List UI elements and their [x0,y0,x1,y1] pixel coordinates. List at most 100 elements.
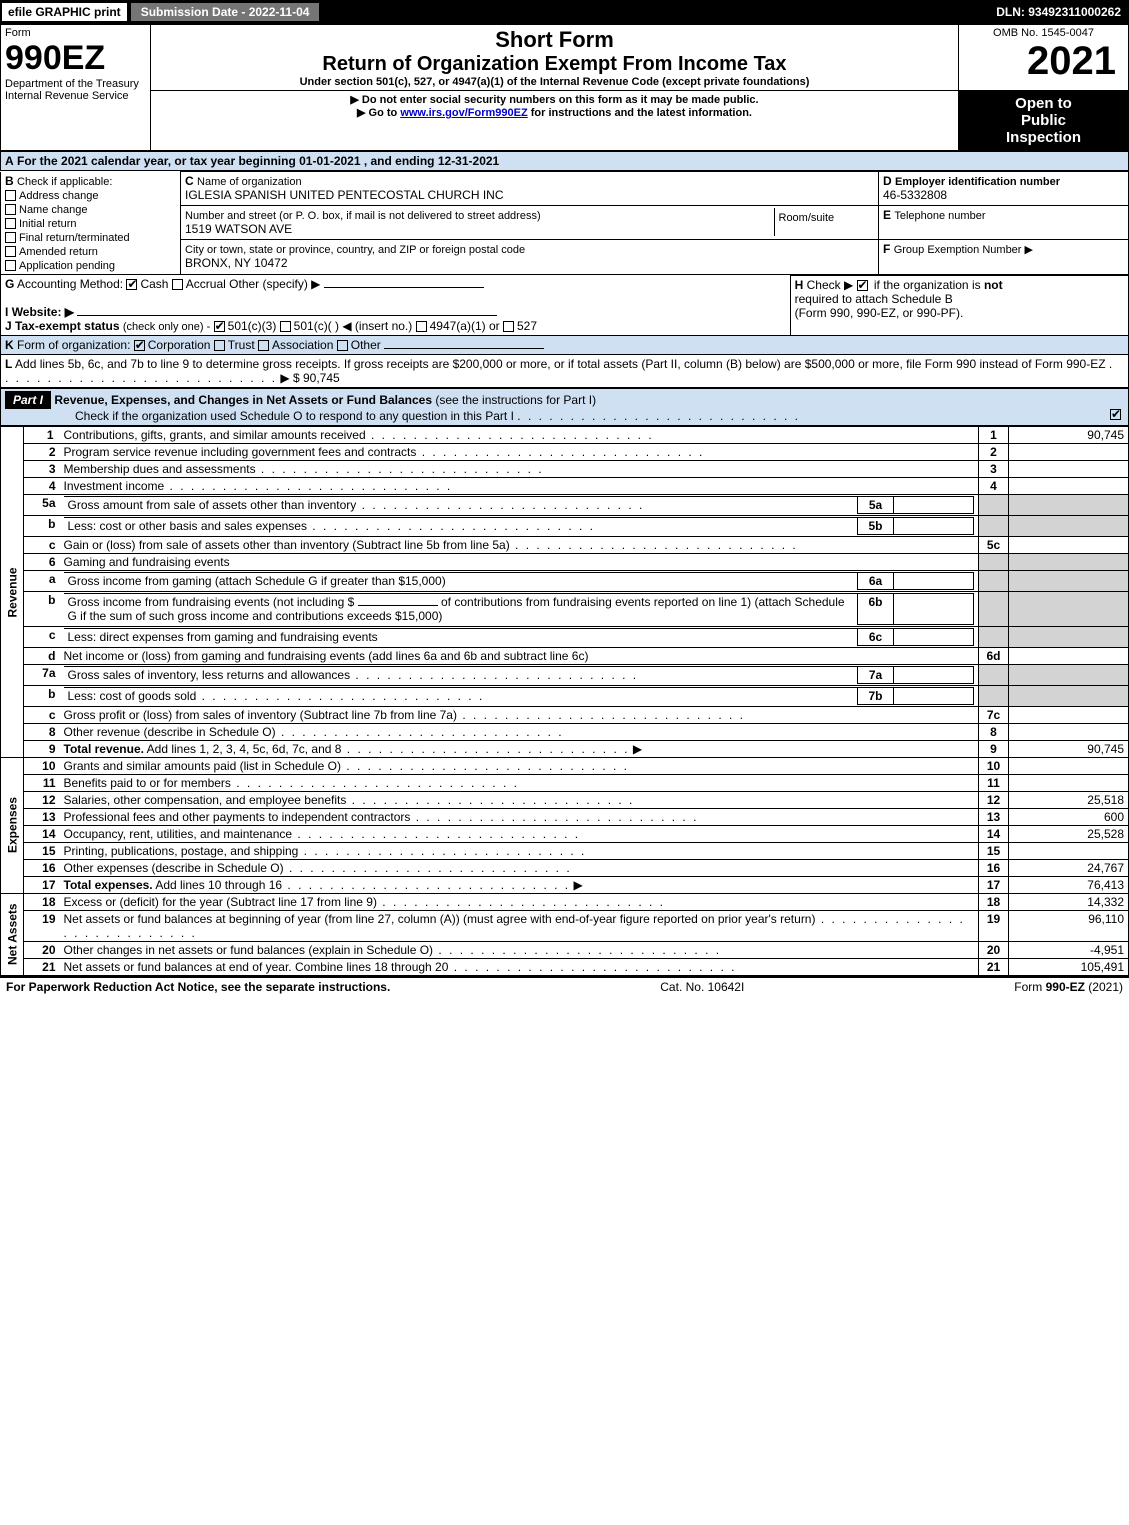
line-9-col: 9 [979,740,1009,757]
checkbox-amended-return[interactable] [5,246,16,257]
line-2-col: 2 [979,444,1009,461]
tax-year: 2021 [963,39,1124,84]
line-6-amount [1009,554,1129,571]
checkbox-527[interactable] [503,321,514,332]
other-specify-input[interactable] [324,287,484,288]
line-7a-amount [1009,664,1129,685]
part1-tag: Part I [5,391,51,409]
section-b-label: B [5,174,14,188]
line-6b-blank[interactable] [358,605,438,606]
check-only-one: (check only one) - [123,321,210,333]
line-6b-sub: 6b [858,594,894,625]
accounting-method-label: Accounting Method: [17,277,123,291]
line-5c-col: 5c [979,537,1009,554]
telephone-label: Telephone number [894,210,985,222]
line-7c-col: 7c [979,706,1009,723]
part1-table: Revenue 1 Contributions, gifts, grants, … [0,426,1129,976]
checkbox-4947[interactable] [416,321,427,332]
line-5c-amount [1009,537,1129,554]
checkbox-final-return[interactable] [5,232,16,243]
line-2-amount [1009,444,1129,461]
line-15-text: Printing, publications, postage, and shi… [64,844,299,858]
section-a-text: For the 2021 calendar year, or tax year … [17,154,499,168]
line-6a-sub: 6a [858,573,894,590]
checkbox-other-org[interactable] [337,340,348,351]
checkbox-schedule-b-not-required[interactable] [857,280,868,291]
line-18-text: Excess or (deficit) for the year (Subtra… [64,895,377,909]
line-5a-amount [1009,495,1129,516]
section-l-label: L [5,357,12,371]
line-15-amount [1009,842,1129,859]
section-a: A For the 2021 calendar year, or tax yea… [0,151,1129,171]
part1-header: Part I Revenue, Expenses, and Changes in… [0,388,1129,426]
form-number: 990EZ [5,39,146,78]
checkbox-schedule-o[interactable] [1110,409,1121,420]
opt-527: 527 [517,319,537,333]
section-l-text: Add lines 5b, 6c, and 7b to line 9 to de… [15,357,1106,371]
org-name: IGLESIA SPANISH UNITED PENTECOSTAL CHURC… [185,188,504,202]
h-tail: if the organization is [874,278,984,292]
line-6b-text1: Gross income from fundraising events (no… [68,595,355,609]
line-6-col [979,554,1009,571]
line-6-text: Gaming and fundraising events [64,555,230,569]
website-input[interactable] [77,315,497,316]
section-c-label: C [185,174,194,188]
line-6a-text: Gross income from gaming (attach Schedul… [68,574,446,588]
line-7b-subval [894,687,974,704]
opt-initial-return: Initial return [19,218,76,230]
inspection: Inspection [963,129,1124,146]
line-13-col: 13 [979,808,1009,825]
section-k: K Form of organization: Corporation Trus… [0,336,1129,355]
form-header: Form 990EZ Department of the Treasury In… [0,24,1129,151]
line-16-amount: 24,767 [1009,859,1129,876]
line-5c-text: Gain or (loss) from sale of assets other… [64,538,510,552]
line-6c-amount [1009,626,1129,647]
checkbox-initial-return[interactable] [5,218,16,229]
ein-label: Employer identification number [895,176,1060,188]
checkbox-corporation[interactable] [134,340,145,351]
line-8-col: 8 [979,723,1009,740]
public: Public [963,112,1124,129]
checkbox-501c3[interactable] [214,321,225,332]
footer-catalog: Cat. No. 10642I [660,980,744,994]
section-j-label: J [5,319,12,333]
line-9-text2: Add lines 1, 2, 3, 4, 5c, 6d, 7c, and 8 [144,742,341,756]
line-5b-col [979,516,1009,537]
line-14-num: 14 [42,827,55,841]
part1-checkline: Check if the organization used Schedule … [75,409,514,423]
checkbox-trust[interactable] [214,340,225,351]
line-7a-sub: 7a [858,666,894,683]
line-2-num: 2 [49,445,56,459]
other-org-input[interactable] [384,348,544,349]
checkbox-name-change[interactable] [5,204,16,215]
opt-4947: 4947(a)(1) or [430,319,500,333]
checkbox-501c[interactable] [280,321,291,332]
line-6b-col [979,592,1009,627]
checkbox-address-change[interactable] [5,190,16,201]
section-g-label: G [5,277,14,291]
section-k-label: K [5,338,14,352]
line-16-col: 16 [979,859,1009,876]
line-1-col: 1 [979,427,1009,444]
line-1-amount: 90,745 [1009,427,1129,444]
line-6c-sub: 6c [858,628,894,645]
line-15-num: 15 [42,844,55,858]
entity-block: B Check if applicable: Address change Na… [0,171,1129,275]
line-9-text: Total revenue. [64,742,144,756]
h-not: not [984,278,1003,292]
efile-print-label[interactable]: efile GRAPHIC print [0,1,129,23]
checkbox-association[interactable] [258,340,269,351]
line-7b-col [979,685,1009,706]
opt-501c: 501(c)( ) ◀ (insert no.) [294,319,413,333]
line-18-col: 18 [979,893,1009,910]
line-4-text: Investment income [64,479,165,493]
checkbox-accrual[interactable] [172,279,183,290]
checkbox-cash[interactable] [126,279,137,290]
irs-link[interactable]: www.irs.gov/Form990EZ [400,107,527,119]
line-20-col: 20 [979,941,1009,958]
form-label: Form [5,27,146,39]
line-6-num: 6 [49,555,56,569]
subtitle: Under section 501(c), 527, or 4947(a)(1)… [155,76,954,88]
checkbox-application-pending[interactable] [5,260,16,271]
opt-trust: Trust [228,338,255,352]
